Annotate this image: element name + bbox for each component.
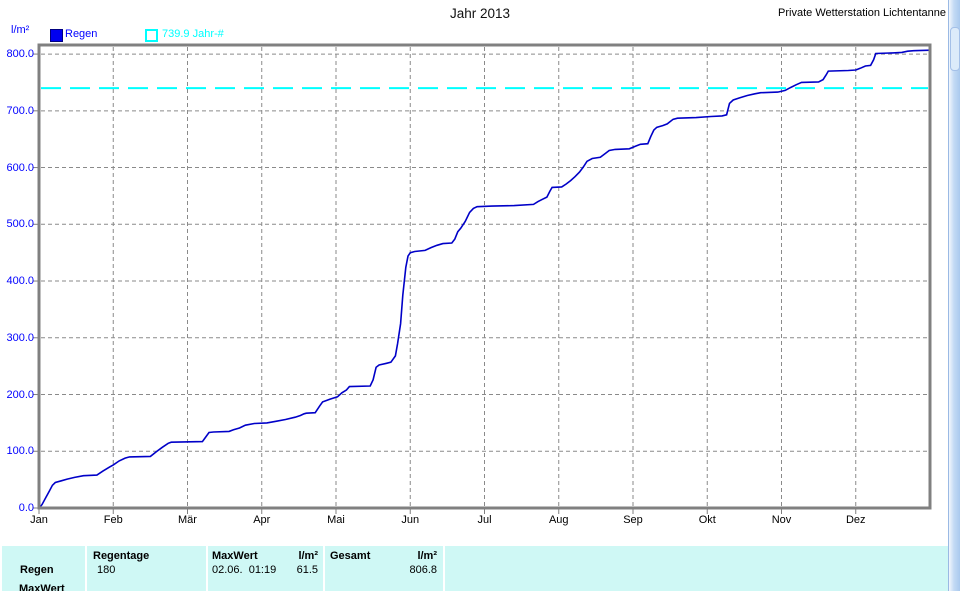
legend-rain-label: Regen [65,28,98,40]
y-tick-label: 600.0 [6,161,34,174]
x-tick-label: Jul [477,514,492,526]
table-value-maxwert-amount: 61.5 [296,564,318,576]
y-tick-label: 0.0 [18,502,34,514]
table-header-gesamt-unit: l/m² [417,550,437,562]
x-tick-label: Jan [30,514,48,526]
y-axis-unit-label: l/m² [11,24,30,36]
table-row-label-regen: Regen [20,564,54,576]
y-tick-label: 800.0 [6,48,34,61]
table-separator [323,546,325,591]
scrollbar-track[interactable] [948,0,960,591]
legend-threshold-label: 739.9 Jahr-# [162,28,224,40]
y-tick-label: 200.0 [6,388,34,401]
table-value-gesamt: 806.8 [409,564,437,576]
y-tick-label: 400.0 [6,275,34,288]
y-tick-label: 100.0 [6,445,34,458]
scrollbar-thumb[interactable] [950,27,960,71]
legend-rain-swatch-icon [50,29,63,42]
table-separator [443,546,445,591]
y-tick-label: 300.0 [6,331,34,344]
x-tick-label: Okt [698,514,716,526]
y-tick-label: 700.0 [6,104,34,117]
x-tick-label: Dez [845,514,866,526]
y-tick-label: 500.0 [6,218,34,231]
table-separator [85,546,87,591]
x-tick-label: Jun [401,514,420,526]
table-value-regentage: 180 [97,564,116,576]
table-header-regentage: Regentage [93,550,150,562]
table-header-maxwert-unit: l/m² [298,550,318,562]
x-tick-label: Nov [771,514,792,526]
table-separator [206,546,208,591]
legend-threshold-swatch-icon [145,29,158,42]
x-tick-label: Aug [548,514,569,526]
table-header-gesamt: Gesamt [330,550,371,562]
x-tick-label: Apr [253,514,271,526]
table-header-maxwert: MaxWert [212,550,258,562]
x-tick-label: Mär [178,514,197,526]
x-tick-label: Sep [623,514,643,526]
table-value-maxwert-date: 02.06. 01:19 [212,564,277,576]
page-title: Jahr 2013 [449,6,511,21]
x-tick-label: Mai [327,514,345,526]
station-name: Private Wetterstation Lichtentanne [778,7,946,19]
table-row-label-maxwert: MaxWert [19,583,65,591]
x-tick-label: Feb [103,514,123,526]
summary-table [2,546,948,591]
